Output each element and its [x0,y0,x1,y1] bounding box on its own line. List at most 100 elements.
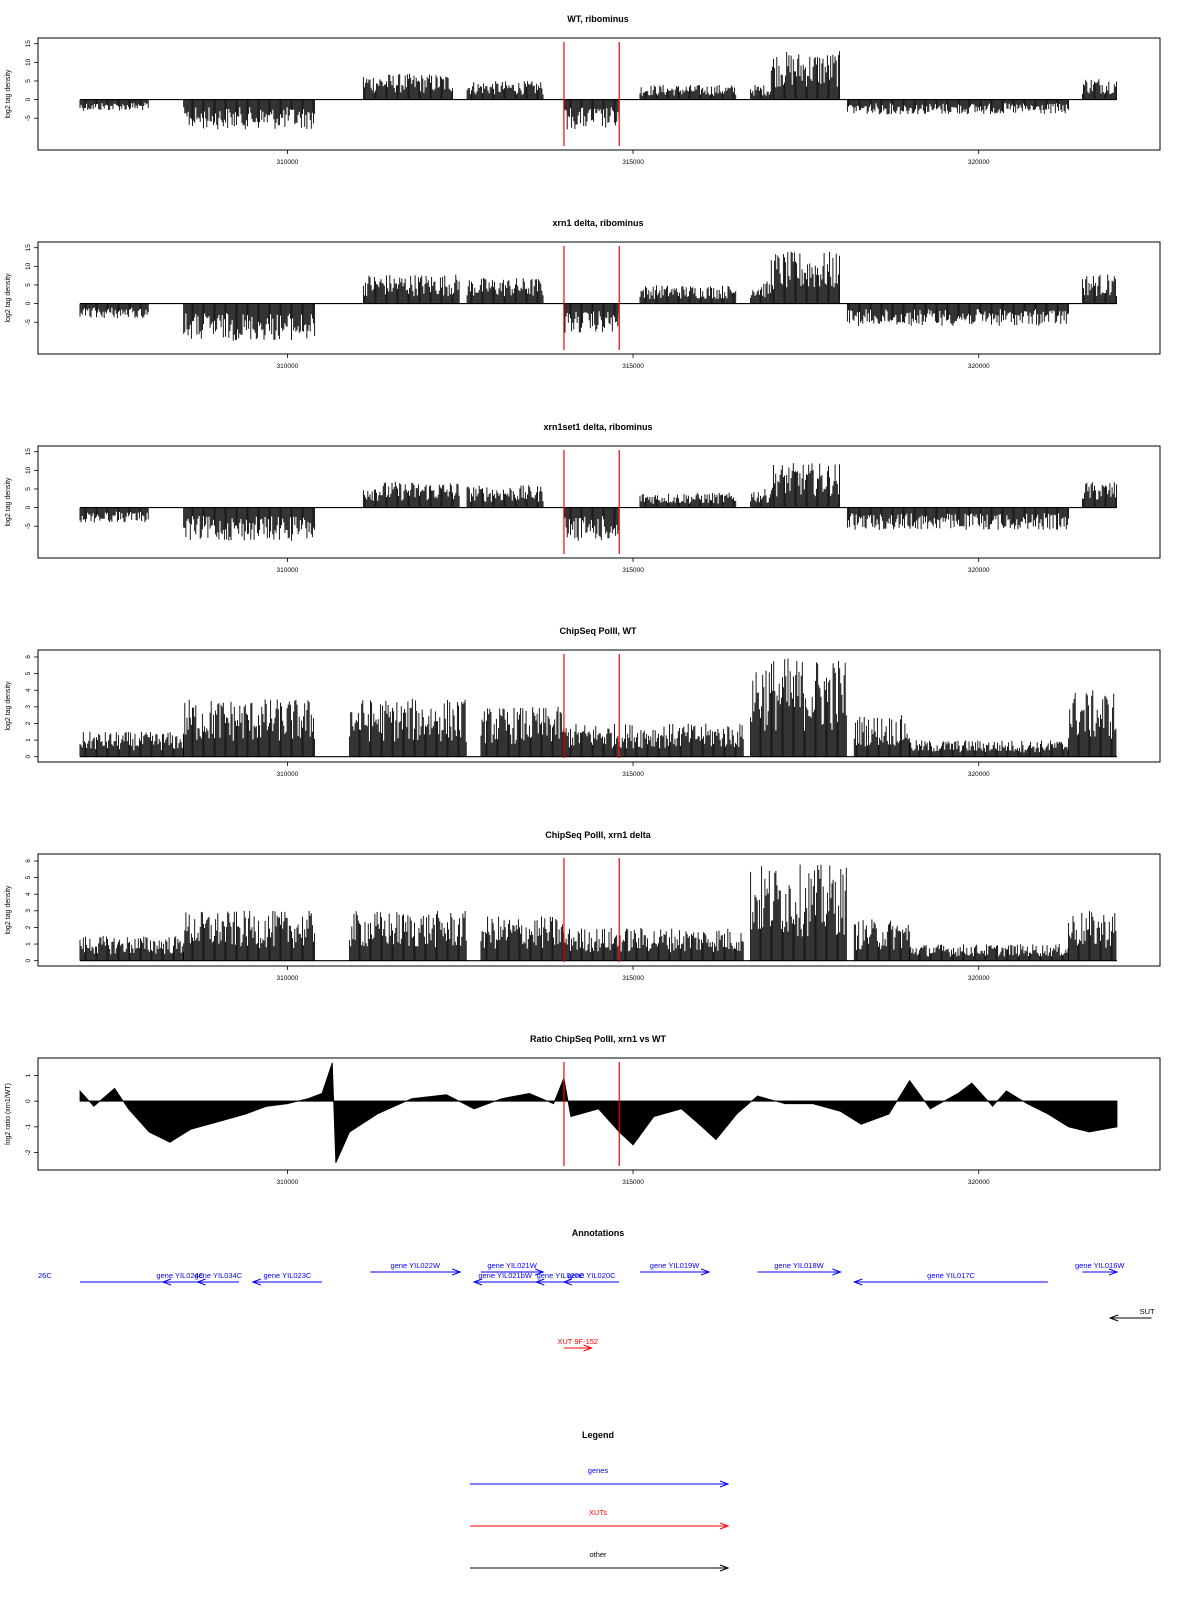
signal-segment [563,928,744,961]
signal-segment [480,706,564,757]
signal-segment [183,99,316,130]
arrow-head-left [562,1278,573,1286]
signal-segment [770,251,840,304]
panel-title: xrn1 delta, ribominus [552,218,643,228]
signal-segment [1081,274,1117,304]
signal-segment [466,81,544,100]
y-tick-label: -5 [25,115,32,121]
x-tick-label: 320000 [968,363,990,370]
signal-segment [563,99,620,130]
track-panel: Ratio ChipSeq PolII, xrn1 vs WT log2 rati… [5,1034,1161,1186]
y-tick-label: 5 [25,875,32,879]
annotation-feature: gene YIL019W [639,1261,711,1276]
arrow-head-right [832,1268,842,1276]
signal-segment [639,492,737,508]
data-marks [79,51,1117,130]
y-axis-label: log2 tag density [5,885,12,935]
y-tick-label: 4 [25,688,32,692]
annotation-label: SUT [1140,1307,1155,1316]
signal-segment [750,658,847,757]
y-tick-label: -5 [25,523,32,529]
annotation-label: gene YIL034C [194,1271,242,1280]
signal-segment [349,911,467,961]
annotation-label: gene YIL024C [156,1271,204,1280]
legend-label: XUTs [589,1508,607,1517]
panel-frame [37,37,1161,151]
arrow-head-right [535,1268,545,1276]
annotation-label: gene YIL022W [391,1261,441,1270]
signal-segment [639,85,737,100]
annotation-feature: gene YIL022W [370,1261,462,1276]
legend-entry: genes [470,1466,730,1488]
y-tick-label: 1 [25,738,32,742]
annotation-feature: SUT [1108,1307,1155,1322]
signal-segment [770,51,840,100]
annotation-feature: gene YIL017C [852,1271,1048,1286]
arrow-head-right [719,1480,730,1488]
arrow-head-left [251,1278,262,1286]
track-panel: WT, ribominus log2 tag density -5 0 5 10 15 310… [5,14,1161,166]
x-tick-label: 320000 [968,975,990,982]
y-tick-label: 15 [25,40,32,48]
arrow-head-left [472,1278,483,1286]
signal-segment [79,303,149,319]
signal-segment [750,85,771,100]
x-tick-label: 310000 [277,1179,299,1186]
y-tick-label: 5 [25,283,32,287]
arrow-head-right [1108,1268,1119,1276]
y-tick-label: 5 [25,79,32,83]
y-tick-label: 0 [25,97,32,101]
y-tick-label: 2 [25,721,32,725]
legend-title: Legend [582,1430,614,1440]
track-panel: ChipSeq PolII, WT log2 tag density 0 1 2 3 4 5 6… [5,626,1161,778]
signal-segment [563,723,744,757]
annotations-title: Annotations [572,1228,625,1238]
panel-title: xrn1set1 delta, ribominus [543,422,652,432]
signal-segment [846,507,1069,530]
legend-entry: XUTs [470,1508,730,1530]
x-tick-label: 320000 [968,771,990,778]
signal-segment [349,698,467,757]
x-tick-label: 310000 [277,771,299,778]
data-marks [79,658,1117,758]
annotation-label: gene YIL016W [1075,1261,1125,1270]
panel-frame [37,1057,1161,1171]
annotation-label: gene YIL020C [568,1271,616,1280]
y-tick-label: 10 [25,466,32,474]
annotation-label: XUT 9F-152 [557,1337,598,1346]
annotation-feature: gene YIL018W [757,1261,842,1276]
annotation-feature: gene YIL021bW [472,1271,537,1286]
signal-segment [183,910,316,961]
annotation-feature: gene YIL020C [562,1271,620,1286]
panel-title: Ratio ChipSeq PolII, xrn1 vs WT [530,1034,667,1044]
annotation-feature: gene YIL023C [251,1271,322,1286]
signal-segment [466,278,544,304]
signal-segment [1081,482,1117,508]
signal-segment [362,274,460,304]
y-tick-label: 0 [25,1099,32,1103]
signal-segment [183,303,316,341]
signal-segment [1081,79,1117,100]
y-tick-label: 0 [25,958,32,962]
y-tick-label: 6 [25,859,32,863]
panel-title: ChipSeq PolII, xrn1 delta [545,830,652,840]
x-tick-label: 315000 [622,1179,644,1186]
y-tick-label: -5 [25,319,32,325]
y-tick-label: 6 [25,655,32,659]
signal-segment [909,944,1069,961]
signal-segment [79,99,149,111]
x-tick-label: 310000 [277,363,299,370]
panel-frame [37,241,1161,355]
panel-frame [37,649,1161,763]
annotation-label: gene YIL021bW [478,1271,533,1280]
x-tick-label: 315000 [622,975,644,982]
signal-segment [79,731,184,757]
y-axis-label: log2 tag density [5,681,12,731]
annotation-feature: XUT 9F-152 [557,1337,598,1352]
legend-label: other [589,1550,607,1559]
y-tick-label: 0 [25,301,32,305]
signal-segment [466,485,544,508]
data-marks [79,864,1117,962]
track-panel: xrn1 delta, ribominus log2 tag density -5 0… [5,218,1161,370]
